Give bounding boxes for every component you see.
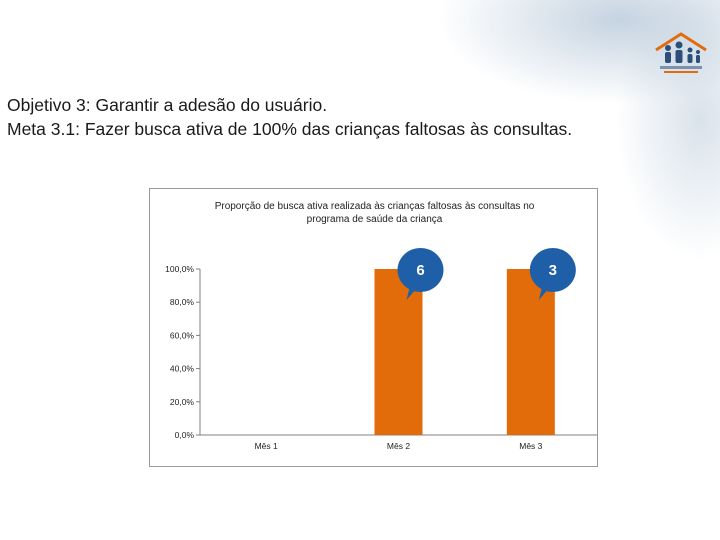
y-tick-label: 20,0% <box>170 397 195 407</box>
callout-bubble <box>529 248 576 292</box>
callout-label: 3 <box>549 262 557 279</box>
x-tick-label: Mês 1 <box>255 441 278 451</box>
y-tick-label: 0,0% <box>175 430 195 440</box>
family-health-logo <box>655 32 707 73</box>
bar <box>506 269 555 435</box>
chart-title: Proporção de busca ativa realizada às cr… <box>150 200 599 226</box>
objective-text: Objetivo 3: Garantir a adesão do usuário… <box>7 95 328 115</box>
y-tick-label: 40,0% <box>170 364 195 374</box>
goal-text: Meta 3.1: Fazer busca ativa de 100% das … <box>7 119 573 139</box>
x-tick-label: Mês 2 <box>387 441 410 451</box>
chart-title-line-2: programa de saúde da criança <box>306 214 443 225</box>
slide-heading: Objetivo 3: Garantir a adesão do usuário… <box>7 93 707 141</box>
bar-chart: Proporção de busca ativa realizada às cr… <box>149 188 598 467</box>
y-tick-label: 60,0% <box>170 330 195 340</box>
chart-plot: 0,0% 20,0% 40,0% 60,0% 80,0% 100,0% Mês 1 Mês 2… <box>165 248 597 451</box>
chart-title-line-1: Proporção de busca ativa realizada às cr… <box>214 201 535 212</box>
y-tick-label: 80,0% <box>170 297 195 307</box>
bar <box>374 269 423 435</box>
x-tick-label: Mês 3 <box>519 441 542 451</box>
callout-label: 6 <box>416 262 424 279</box>
callout-bubble <box>397 248 444 292</box>
y-tick-label: 100,0% <box>165 264 194 274</box>
